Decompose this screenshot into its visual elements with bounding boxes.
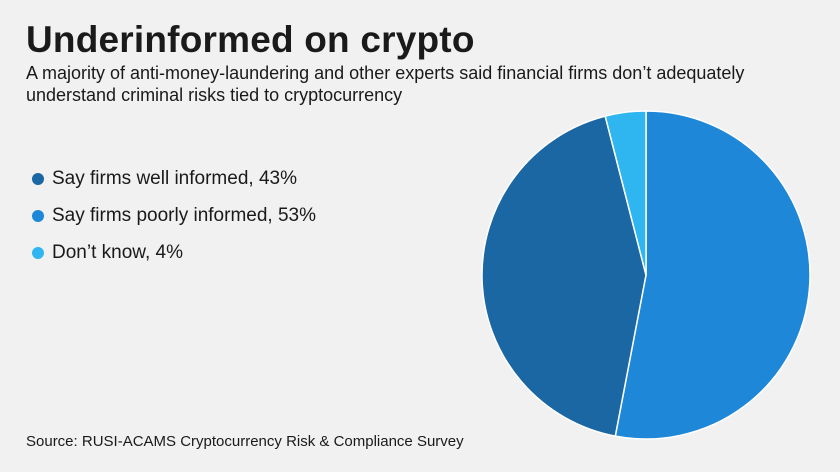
chart-subtitle: A majority of anti-money-laundering and … [26, 63, 745, 105]
legend-item-poorly-informed: Say firms poorly informed, 53% [32, 197, 316, 234]
legend-item-dont-know: Don’t know, 4% [32, 234, 316, 271]
source-note: Source: RUSI-ACAMS Cryptocurrency Risk &… [26, 433, 464, 450]
legend-label-poorly-informed: Say firms poorly informed, 53% [52, 204, 316, 226]
pie-chart [481, 110, 811, 440]
legend-swatch-poorly-informed [32, 209, 44, 222]
legend-swatch-dont-know [32, 246, 44, 259]
legend-label-well-informed: Say firms well informed, 43% [52, 167, 297, 189]
pie-slice-poorly-informed [614, 110, 811, 440]
pie-slice-well-informed [481, 115, 647, 437]
legend-swatch-well-informed [32, 172, 44, 185]
chart-title: Underinformed on crypto [26, 19, 475, 60]
legend: Say firms well informed, 43% Say firms p… [32, 160, 316, 271]
legend-label-dont-know: Don’t know, 4% [52, 241, 183, 263]
pie-slice-dont-know [604, 110, 647, 276]
legend-item-well-informed: Say firms well informed, 43% [32, 160, 316, 197]
